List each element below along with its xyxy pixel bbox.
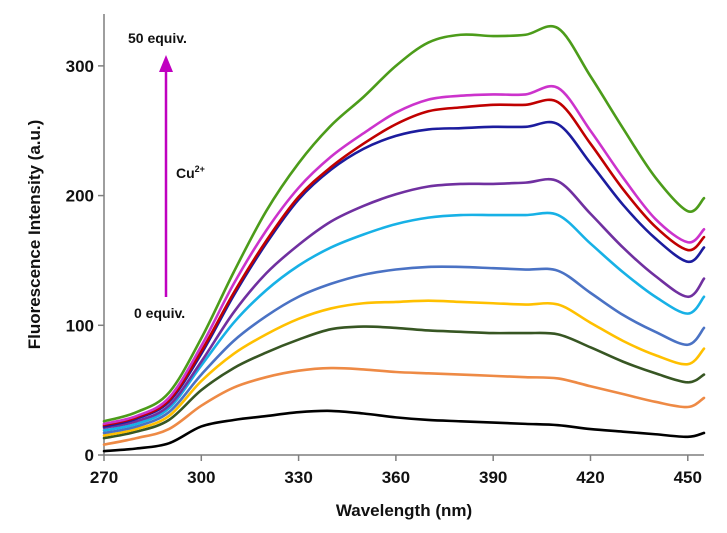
x-tick-label: 300 (187, 468, 215, 487)
x-tick-label: 450 (674, 468, 702, 487)
annotation-bottom-label: 0 equiv. (134, 305, 185, 321)
series-line-3 (102, 325, 706, 440)
series-line-11 (102, 24, 706, 423)
titration-annotation: 50 equiv. 0 equiv. Cu2+ (128, 30, 205, 321)
series-line-10 (102, 84, 706, 426)
series-line-9 (102, 98, 706, 427)
y-tick-label: 200 (66, 187, 94, 206)
series-line-4 (102, 299, 706, 437)
y-tick-label: 0 (85, 446, 94, 465)
y-tick-label: 100 (66, 316, 94, 335)
series-line-6 (102, 211, 706, 432)
analyte-superscript: 2+ (195, 164, 205, 174)
series-line-2 (102, 366, 706, 446)
analyte-base: Cu (176, 165, 195, 181)
series-line-8 (102, 120, 706, 428)
series-line-1 (102, 409, 706, 453)
x-tick-label: 330 (284, 468, 312, 487)
analyte-label: Cu2+ (176, 164, 205, 181)
titration-arrow-head (159, 55, 173, 72)
x-axis-title: Wavelength (nm) (336, 501, 472, 520)
x-tick-label: 390 (479, 468, 507, 487)
y-axis-ticks: 0 100 200 300 (66, 57, 104, 465)
x-axis-ticks: 270 300 330 360 390 420 450 (90, 455, 702, 487)
plot-area: 0 100 200 300 270 300 330 360 390 420 450 (66, 14, 706, 487)
series-line-5 (102, 265, 706, 435)
y-axis-title: Fluorescence Intensity (a.u.) (25, 120, 44, 350)
x-tick-label: 360 (382, 468, 410, 487)
annotation-top-label: 50 equiv. (128, 30, 187, 46)
x-tick-label: 420 (576, 468, 604, 487)
series-line-7 (102, 177, 706, 430)
x-tick-label: 270 (90, 468, 118, 487)
y-tick-label: 300 (66, 57, 94, 76)
series-lines (102, 24, 706, 453)
